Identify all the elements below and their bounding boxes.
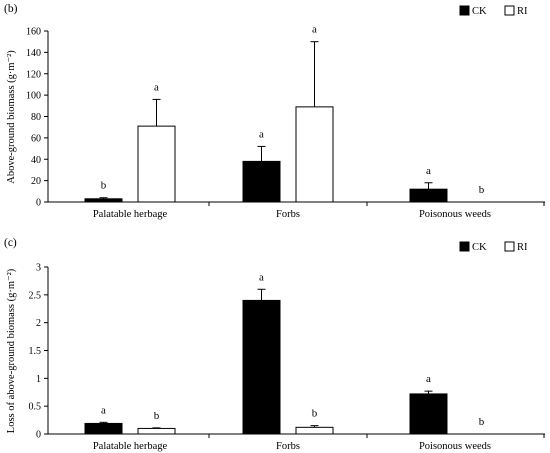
y-axis-title: Loss of above-ground biomass (g·m⁻²) bbox=[6, 268, 17, 433]
x-tick-label: Palatable herbage bbox=[93, 441, 168, 452]
y-tick-label: 1.5 bbox=[29, 346, 42, 357]
significance-letter: b bbox=[154, 410, 160, 422]
legend-swatch-ck bbox=[459, 5, 470, 16]
bar-ck bbox=[242, 160, 281, 203]
legend-label-ri: RI bbox=[517, 242, 528, 253]
bar-ck bbox=[242, 299, 281, 435]
bar-ri bbox=[137, 427, 176, 435]
legend-label-ck: CK bbox=[472, 242, 487, 253]
y-tick-label: 140 bbox=[26, 48, 41, 59]
y-tick-label: 1 bbox=[36, 374, 41, 385]
bar-ck bbox=[409, 393, 448, 435]
x-tick-label: Forbs bbox=[276, 441, 300, 452]
y-tick-label: 0 bbox=[36, 430, 41, 441]
y-tick-label: 2.5 bbox=[29, 290, 42, 301]
chart-panel-c: (c) 0 0.5 1 1.5 2 2.5 3 Loss of above-ground bio… bbox=[4, 237, 545, 452]
significance-letter: b bbox=[479, 184, 485, 196]
y-axis-title: Above-ground biomass (g·m⁻²) bbox=[6, 50, 17, 184]
legend-label-ri: RI bbox=[517, 6, 528, 17]
x-tick-label: Palatable herbage bbox=[93, 209, 168, 220]
bar-ri bbox=[137, 125, 176, 203]
y-tick-label: 120 bbox=[26, 69, 41, 80]
bar-ck bbox=[409, 188, 448, 203]
chart-panel-b: (b) 0 20 40 60 80 100 120 140 160 Above-ground bio… bbox=[4, 3, 545, 220]
significance-letter: a bbox=[426, 373, 431, 385]
bar-ck bbox=[84, 422, 123, 435]
significance-letter: a bbox=[101, 404, 106, 416]
legend-swatch-ck bbox=[459, 241, 470, 252]
significance-letter: b bbox=[101, 180, 107, 192]
y-tick-label: 60 bbox=[31, 133, 41, 144]
significance-letter: a bbox=[426, 165, 431, 177]
significance-letter: b bbox=[312, 408, 318, 420]
legend-label-ck: CK bbox=[472, 6, 487, 17]
significance-letter: a bbox=[312, 24, 317, 36]
x-tick-label: Poisonous weeds bbox=[419, 441, 491, 452]
significance-letter: a bbox=[259, 271, 264, 283]
panel-label: (b) bbox=[4, 3, 18, 15]
bar-ri bbox=[295, 426, 334, 435]
y-tick-label: 40 bbox=[31, 155, 41, 166]
significance-letter: a bbox=[259, 128, 264, 140]
y-tick-label: 0 bbox=[36, 198, 41, 209]
y-tick-label: 2 bbox=[36, 318, 41, 329]
legend-swatch-ri bbox=[504, 241, 515, 252]
bar-ck bbox=[84, 198, 123, 203]
bar-ri bbox=[295, 106, 334, 203]
y-tick-label: 100 bbox=[26, 91, 41, 102]
significance-letter: b bbox=[479, 416, 485, 428]
significance-letter: a bbox=[154, 81, 159, 93]
y-tick-label: 160 bbox=[26, 27, 41, 38]
y-tick-label: 3 bbox=[36, 263, 41, 274]
panel-label: (c) bbox=[4, 237, 17, 249]
y-tick-label: 80 bbox=[31, 112, 41, 123]
y-tick-label: 0.5 bbox=[29, 402, 42, 413]
y-tick-label: 20 bbox=[31, 176, 41, 187]
legend-swatch-ri bbox=[504, 5, 515, 16]
x-tick-label: Poisonous weeds bbox=[419, 209, 491, 220]
x-tick-label: Forbs bbox=[276, 209, 300, 220]
